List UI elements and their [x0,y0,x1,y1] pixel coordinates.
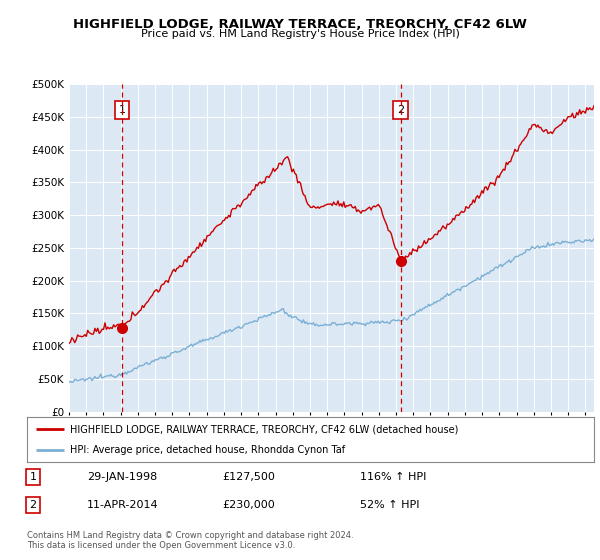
Text: 52% ↑ HPI: 52% ↑ HPI [360,500,419,510]
Text: HIGHFIELD LODGE, RAILWAY TERRACE, TREORCHY, CF42 6LW: HIGHFIELD LODGE, RAILWAY TERRACE, TREORC… [73,18,527,31]
Text: 2: 2 [397,105,404,115]
Text: HIGHFIELD LODGE, RAILWAY TERRACE, TREORCHY, CF42 6LW (detached house): HIGHFIELD LODGE, RAILWAY TERRACE, TREORC… [70,424,458,435]
Text: £230,000: £230,000 [222,500,275,510]
Text: 1: 1 [119,105,125,115]
Text: 116% ↑ HPI: 116% ↑ HPI [360,472,427,482]
Text: £127,500: £127,500 [222,472,275,482]
Text: Contains HM Land Registry data © Crown copyright and database right 2024.: Contains HM Land Registry data © Crown c… [27,531,353,540]
Text: HPI: Average price, detached house, Rhondda Cynon Taf: HPI: Average price, detached house, Rhon… [70,445,344,455]
Text: 11-APR-2014: 11-APR-2014 [87,500,158,510]
Text: This data is licensed under the Open Government Licence v3.0.: This data is licensed under the Open Gov… [27,541,295,550]
Text: 2: 2 [29,500,37,510]
Text: 29-JAN-1998: 29-JAN-1998 [87,472,157,482]
Text: Price paid vs. HM Land Registry's House Price Index (HPI): Price paid vs. HM Land Registry's House … [140,29,460,39]
Text: 1: 1 [29,472,37,482]
